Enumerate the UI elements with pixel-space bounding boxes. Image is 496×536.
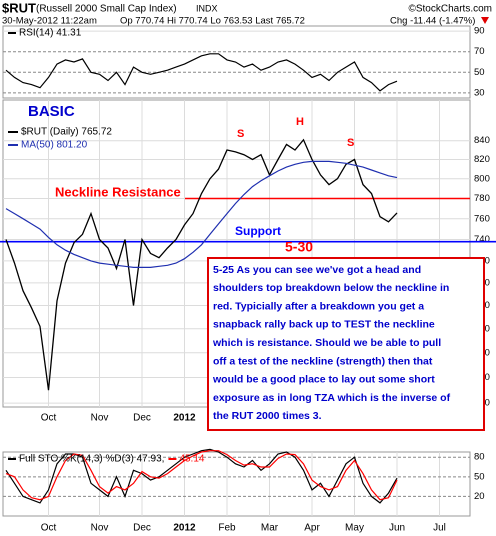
x-tick-label: May bbox=[345, 523, 364, 534]
credit: ©StockCharts.com bbox=[408, 4, 492, 15]
y-tick-label: 800 bbox=[474, 173, 490, 184]
annotation: Support bbox=[235, 224, 281, 238]
y-tick-label: 80 bbox=[474, 452, 485, 463]
annotation: 5-30 bbox=[285, 239, 313, 255]
y-tick-label: 50 bbox=[474, 67, 485, 78]
change: Chg -11.44 (-1.47%) bbox=[390, 16, 475, 27]
panel-frame bbox=[2, 451, 471, 517]
x-tick-label: Nov bbox=[91, 523, 109, 534]
down-arrow bbox=[481, 17, 489, 24]
series-line bbox=[5, 53, 398, 92]
series-line bbox=[5, 450, 398, 501]
note-line: 5-25 As you can see we've got a head and bbox=[213, 264, 421, 276]
x-tick-label: Oct bbox=[41, 523, 57, 534]
annotation: S bbox=[347, 137, 354, 149]
note-line: which is resistance. Should we be able t… bbox=[212, 337, 441, 349]
chart-title: BASIC bbox=[28, 103, 75, 120]
symbol: $RUT bbox=[2, 0, 36, 15]
y-tick-label: 30 bbox=[474, 87, 485, 98]
x-tick-label: Jun bbox=[389, 523, 405, 534]
note-line: off a test of the neckline (strength) th… bbox=[213, 355, 433, 367]
y-tick-label: 50 bbox=[474, 471, 485, 482]
x-tick-label: Dec bbox=[133, 523, 151, 534]
y-tick-label: 20 bbox=[474, 491, 485, 502]
annotation: Neckline Resistance bbox=[55, 184, 181, 199]
note-line: red. Typicially after a breakdown you ge… bbox=[213, 300, 424, 312]
y-tick-label: 820 bbox=[474, 154, 490, 165]
y-tick-label: 90 bbox=[474, 26, 485, 37]
index-name: (Russell 2000 Small Cap Index) bbox=[36, 4, 177, 15]
x-tick-label: Dec bbox=[133, 413, 151, 424]
note-line: would be a good place to lay out some sh… bbox=[212, 374, 435, 386]
y-tick-label: 70 bbox=[474, 46, 485, 57]
note-box bbox=[207, 257, 485, 431]
exchange: INDX bbox=[196, 3, 218, 13]
annotation: S bbox=[237, 128, 244, 140]
legend-label: 45.14 bbox=[179, 454, 204, 465]
x-tick-label: Apr bbox=[304, 523, 320, 534]
x-tick-label: 2012 bbox=[173, 523, 196, 534]
legend-label: MA(50) 801.20 bbox=[21, 140, 88, 151]
series-line bbox=[5, 448, 398, 504]
y-tick-label: 780 bbox=[474, 193, 490, 204]
x-tick-label: Mar bbox=[261, 523, 279, 534]
legend-label: RSI(14) 41.31 bbox=[19, 28, 82, 39]
series-line bbox=[5, 138, 398, 391]
date: 30-May-2012 11:22am bbox=[2, 16, 97, 27]
series-line bbox=[5, 160, 398, 268]
x-tick-label: Feb bbox=[218, 523, 236, 534]
y-tick-label: 740 bbox=[474, 234, 490, 245]
x-tick-label: 2012 bbox=[173, 413, 196, 424]
note-line: the RUT 2000 times 3. bbox=[213, 410, 322, 422]
x-tick-label: Oct bbox=[41, 413, 57, 424]
legend-label: $RUT (Daily) 765.72 bbox=[21, 127, 112, 138]
note-line: snapback rally back up to TEST the neckl… bbox=[213, 319, 435, 331]
y-tick-label: 840 bbox=[474, 135, 490, 146]
y-tick-label: 760 bbox=[474, 213, 490, 224]
x-tick-label: Nov bbox=[91, 413, 109, 424]
note-line: shoulders top breakdown below the neckli… bbox=[213, 282, 449, 294]
quote: Op 770.74 Hi 770.74 Lo 763.53 Last 765.7… bbox=[120, 16, 305, 27]
legend-label: Full STO %K(14,3) %D(3) 47.93, bbox=[19, 454, 164, 465]
note-line: exposure as in long TZA which is the inv… bbox=[213, 392, 451, 404]
x-tick-label: Jul bbox=[433, 523, 446, 534]
annotation: H bbox=[296, 116, 304, 128]
